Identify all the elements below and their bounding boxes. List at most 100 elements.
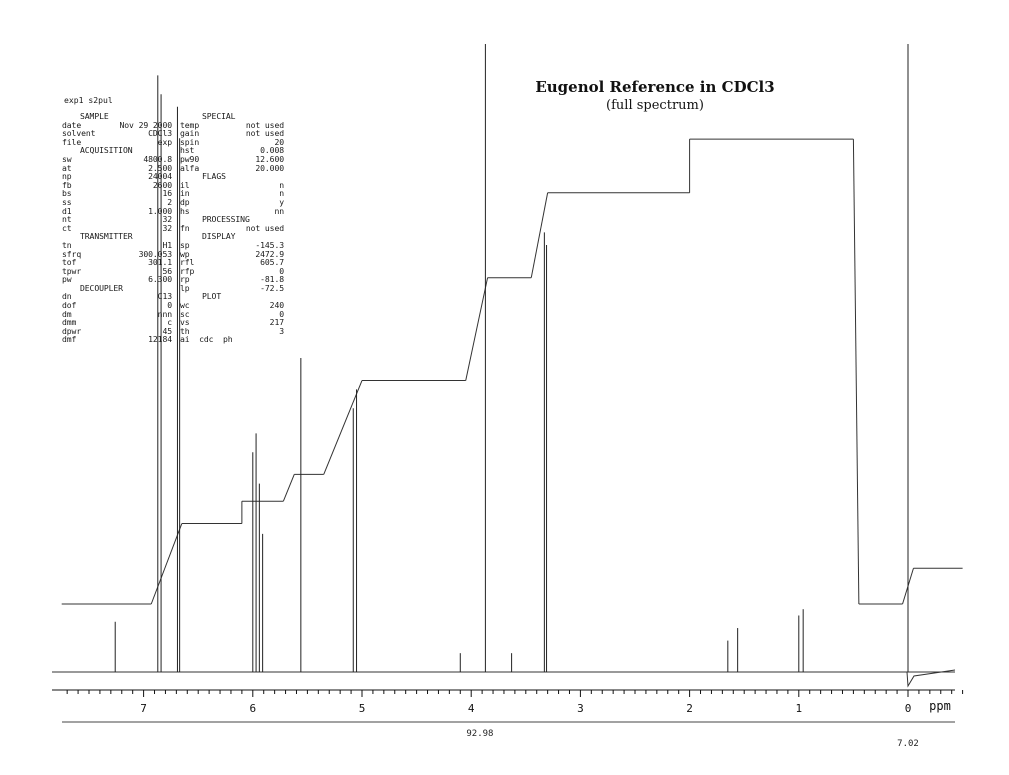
x-axis-label: ppm (929, 699, 951, 713)
parameter-row: bs 16 in n (62, 189, 302, 198)
x-tick-label: 0 (905, 702, 912, 715)
parameter-value: -81.8 (260, 274, 284, 285)
parameter-name: bs (62, 188, 72, 199)
parameter-name: alfa (180, 162, 200, 173)
parameter-value: 2600 (152, 179, 172, 190)
parameter-name: rfl (180, 257, 195, 268)
parameter-value: 56 (162, 265, 172, 276)
parameter-row: SAMPLE SPECIAL (62, 112, 302, 121)
parameter-value: 4800.8 (143, 153, 172, 164)
parameter-value: C13 (157, 291, 172, 302)
parameter-section-label: SAMPLE (80, 111, 109, 121)
parameter-name: spin (180, 136, 200, 147)
parameter-value: not used (245, 222, 284, 233)
parameter-name: dp (180, 196, 190, 207)
parameter-value: 6.300 (148, 274, 172, 285)
parameter-row: tn H1 sp -145.3 (62, 241, 302, 250)
parameter-value: 24004 (148, 171, 172, 182)
parameter-row: ss 2 dp y (62, 198, 302, 207)
parameter-name: rp (180, 274, 190, 285)
integral-step (282, 474, 295, 502)
parameter-row: at 2.500 alfa 20.000 (62, 162, 302, 173)
parameter-value: 2 (167, 196, 172, 207)
parameter-value: 32 (162, 214, 172, 225)
integral-value-label: 92.98 (466, 729, 493, 739)
parameter-row: solvent CDCl3 gain not used (62, 129, 302, 138)
acquisition-parameters: SAMPLE SPECIAL date Nov 29 2000 temp not used… (62, 112, 302, 344)
parameter-value: 0.008 (260, 145, 284, 156)
parameter-name: dn (62, 291, 72, 302)
parameter-name: file (62, 136, 82, 147)
parameter-name: dmm (62, 317, 77, 328)
parameter-name: tn (62, 239, 72, 250)
integral-step (852, 139, 860, 605)
x-tick-label: 5 (359, 702, 366, 715)
parameter-value: 2472.9 (255, 248, 284, 259)
parameter-row: dm nnn sc 0 (62, 310, 302, 319)
parameter-name: rfp (180, 265, 195, 276)
parameter-name: solvent (62, 128, 96, 139)
parameter-value: 16 (162, 188, 172, 199)
parameter-value: y (279, 196, 284, 207)
parameter-name: th (180, 325, 190, 336)
parameter-value: 3 (279, 325, 284, 336)
parameter-value: 0 (167, 300, 172, 311)
parameter-name: ct (62, 222, 72, 233)
parameter-name: dmf (62, 334, 77, 345)
x-tick-label: 4 (468, 702, 475, 715)
parameter-name: sc (180, 308, 190, 319)
spectrum-baseline-tail (906, 669, 956, 688)
parameter-name: sfrq (62, 248, 82, 259)
parameter-value: 12184 (148, 334, 172, 345)
x-tick-label: 3 (577, 702, 584, 715)
x-tick-label: 6 (249, 702, 256, 715)
parameter-name: lp (180, 282, 190, 293)
parameter-row: ACQUISITION hst 0.008 (62, 146, 302, 155)
chart-title: Eugenol Reference in CDCl3 (535, 78, 775, 96)
parameter-value: 301.1 (148, 257, 172, 268)
integral-value-label: 7.02 (897, 739, 919, 749)
parameter-section-label: PROCESSING (202, 214, 250, 225)
parameter-name: sw (62, 153, 72, 164)
parameter-row: d1 1.000 hs nn (62, 205, 302, 216)
parameter-name: fn (180, 222, 190, 233)
parameter-row: file exp spin 20 (62, 138, 302, 147)
parameter-name: dm (62, 308, 72, 319)
parameter-row: TRANSMITTER DISPLAY (62, 232, 302, 241)
parameter-value: 20.000 (255, 162, 284, 173)
parameter-row: DECOUPLER lp -72.5 (62, 284, 302, 293)
parameter-name: date (62, 119, 82, 130)
parameter-section-label: ACQUISITION (80, 145, 133, 156)
parameter-name: temp (180, 119, 200, 130)
parameter-value: exp (157, 136, 172, 147)
parameter-value: 217 (269, 317, 284, 328)
parameter-value: c (167, 317, 172, 328)
parameter-name: sp (180, 239, 190, 250)
parameter-value: nnn (157, 308, 172, 319)
parameter-name: dof (62, 300, 77, 311)
parameter-name: pw (62, 274, 72, 285)
parameter-value: CDCl3 (148, 128, 172, 139)
x-axis: 7 6 5 4 3 2 1 0 ppm (52, 689, 964, 723)
parameter-value: not used (245, 119, 284, 130)
parameter-row: dn C13 PLOT (62, 292, 302, 301)
parameter-section-label: DECOUPLER (80, 282, 123, 293)
parameter-name: d1 (62, 205, 72, 216)
experiment-header: exp1 s2pul (64, 95, 113, 105)
parameter-name: at (62, 162, 72, 173)
integral-annotations: 92.98 7.02 (466, 729, 918, 749)
parameter-value: 12.600 (255, 153, 284, 164)
parameter-row: sfrq 300.053 wp 2472.9 (62, 248, 302, 259)
parameter-value: not used (245, 128, 284, 139)
parameter-value: 2.500 (148, 162, 172, 173)
parameter-name: wc (180, 300, 190, 311)
parameter-name: hst (180, 145, 195, 156)
parameter-name: nt (62, 214, 72, 225)
parameter-value: n (279, 179, 284, 190)
parameter-name: ss (62, 196, 72, 207)
parameter-value: n (279, 188, 284, 199)
parameter-row: nt 32 PROCESSING (62, 215, 302, 224)
spectrum-trace (52, 44, 956, 688)
parameter-name: tof (62, 257, 77, 268)
